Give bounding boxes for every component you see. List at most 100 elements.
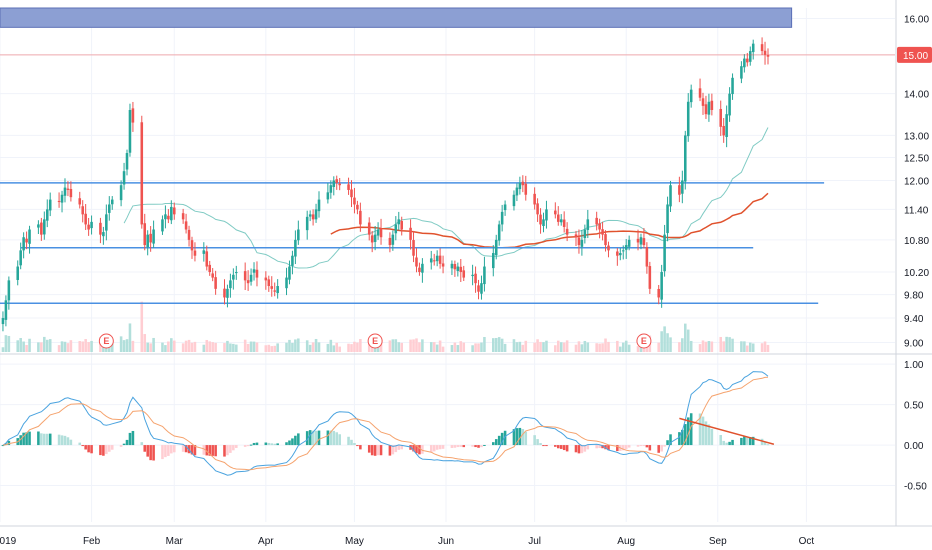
volume-bar <box>140 301 144 352</box>
volume-bar <box>497 337 501 352</box>
volume-bar <box>435 344 439 352</box>
volume-bar <box>16 340 20 352</box>
volume-bar <box>7 335 11 352</box>
macd-histogram-bar <box>190 445 194 455</box>
macd-histogram-bar <box>184 445 188 453</box>
candle-body <box>624 245 628 250</box>
macd-histogram-bar <box>214 445 217 457</box>
candle-body <box>686 101 690 137</box>
volume-bar <box>208 341 212 352</box>
macd-histogram-bar <box>43 433 46 446</box>
macd-histogram-bar <box>562 445 566 451</box>
candle-body <box>152 229 155 244</box>
volume-bar <box>663 326 666 352</box>
macd-trendline <box>679 417 775 445</box>
candle-body <box>740 66 743 79</box>
candle-body <box>43 219 46 235</box>
volume-bar <box>243 339 247 352</box>
macd-histogram-bar <box>722 440 725 446</box>
time-tick-label: Apr <box>258 536 274 547</box>
volume-bar <box>63 341 67 352</box>
candle-body <box>146 234 149 248</box>
candle-body <box>666 204 669 234</box>
macd-histogram-bar <box>131 430 135 446</box>
volume-bar <box>1 347 5 352</box>
price-axis[interactable]: 16.00 15.00 14.00 13.00 12.50 12.00 11.40 10.80… <box>904 14 929 349</box>
price-tick-label: 9.40 <box>904 314 924 325</box>
volume-bar <box>441 346 445 352</box>
candle-body <box>669 185 672 207</box>
volume-bar <box>698 344 702 352</box>
volume-bar <box>601 343 604 352</box>
macd-histogram-bar <box>607 445 610 451</box>
volume-bar <box>314 338 318 352</box>
candle-body <box>187 229 191 240</box>
volume-bar <box>255 342 259 352</box>
volume-bar <box>418 342 421 352</box>
volume-bar <box>577 341 581 352</box>
volume-bar <box>766 344 770 352</box>
macd-histogram-bar <box>391 445 395 455</box>
macd-histogram-bar <box>698 413 702 446</box>
macd-histogram-bar <box>226 445 229 456</box>
volume-bar <box>624 340 628 352</box>
volume-bar <box>161 342 164 352</box>
volume-bar <box>235 344 238 352</box>
macd-histogram-bar <box>681 429 684 446</box>
macd-histogram-bar <box>7 440 11 446</box>
macd-histogram-bar <box>645 445 649 448</box>
candle-body <box>748 51 752 62</box>
macd-axis[interactable]: 1.00 0.50 0.00 -0.50 <box>904 360 927 492</box>
macd-histogram-bar <box>335 432 339 446</box>
time-tick-label: Mar <box>166 536 184 547</box>
resistance-zone[interactable] <box>0 7 793 28</box>
support-resistance-lines[interactable] <box>0 182 825 305</box>
macd-histogram-bar <box>329 430 333 446</box>
macd-histogram-bar <box>616 445 619 452</box>
candle-body <box>308 214 312 217</box>
volume-bar <box>521 344 525 352</box>
macd-histogram-bar <box>480 445 483 448</box>
macd-histogram-bar <box>494 439 498 446</box>
volume-bar <box>429 342 433 352</box>
volume-bar <box>636 346 640 352</box>
volume-bar <box>43 336 46 352</box>
candle-body <box>28 229 31 244</box>
candle-body <box>90 221 93 229</box>
macd-histogram-bar <box>60 435 64 446</box>
volume-bar <box>731 338 734 352</box>
candle-body <box>574 234 578 238</box>
candle-body <box>657 288 660 298</box>
volume-bar <box>456 345 460 352</box>
candle-body <box>164 214 167 220</box>
time-axis[interactable]: 2019 Feb Mar Apr May Jun Jul Aug Sep Oct <box>0 536 814 547</box>
volume-bar <box>483 336 486 352</box>
candle-body <box>480 283 483 294</box>
candle-body <box>453 263 457 270</box>
macd-histogram-bar <box>415 445 418 454</box>
macd-histogram-bar <box>267 442 271 446</box>
macd-histogram-bar <box>78 442 82 446</box>
volume-bar <box>533 342 536 352</box>
macd-histogram-bar <box>580 445 584 454</box>
macd-histogram-bar <box>503 430 507 446</box>
candle-body <box>412 240 415 256</box>
macd-histogram-bar <box>84 445 87 450</box>
candle-body <box>456 266 460 272</box>
macd-histogram-bar <box>22 432 25 446</box>
price-tick-label: 10.80 <box>904 236 929 247</box>
volume-bar <box>45 339 49 352</box>
candle-body <box>432 260 436 262</box>
volume-bar <box>751 343 755 352</box>
macd-histogram-bar <box>294 435 297 446</box>
candle-body <box>297 229 300 241</box>
macd-histogram-bar <box>663 445 666 447</box>
candle-body <box>291 255 294 266</box>
volume-bar <box>583 340 587 352</box>
volume-bar <box>170 338 173 352</box>
macd-histogram-bar <box>545 445 548 447</box>
signal-line <box>2 376 769 471</box>
candle-body <box>616 251 619 256</box>
